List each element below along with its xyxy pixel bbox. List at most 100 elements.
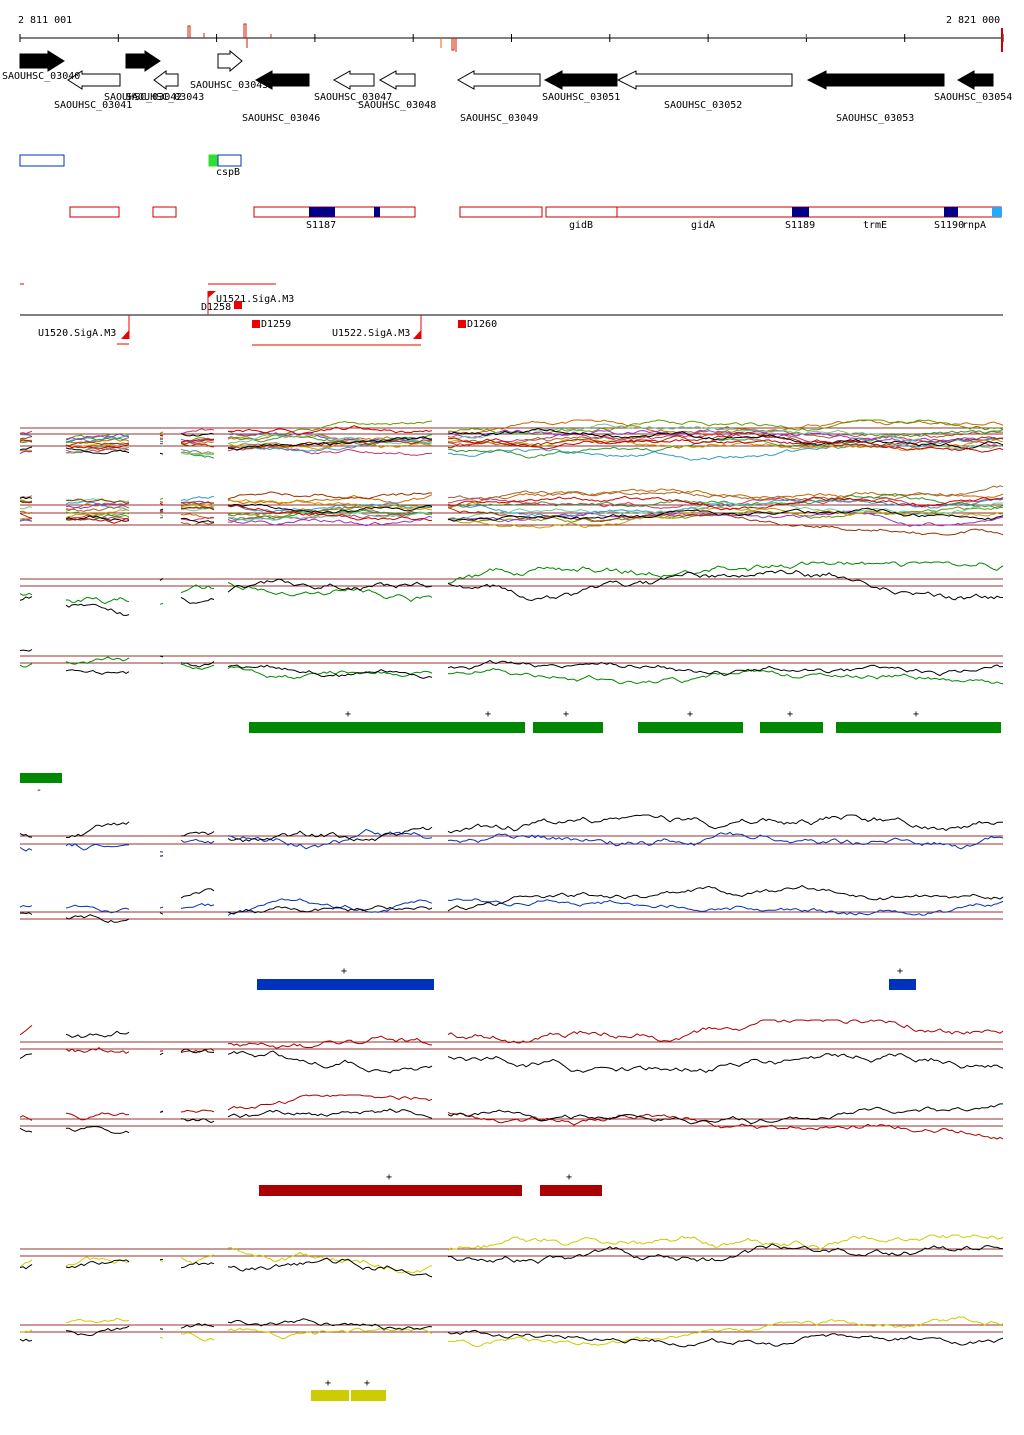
gene-label: SAOUHSC_03047 [314,92,392,103]
segment-bar[interactable] [836,722,1001,733]
gene-label: SAOUHSC_03041 [54,100,132,111]
profile-line [19,561,1004,605]
gene-arrow[interactable] [806,70,945,90]
segment-bar[interactable] [249,722,525,733]
profile-line [19,1030,1004,1074]
segment-bar[interactable] [311,1390,349,1401]
axis-start-label: 2 811 001 [18,15,72,26]
profile-line [19,497,1004,522]
profile-line [19,898,1004,916]
ncrna-box[interactable] [19,154,65,167]
segment-strand: + [325,1378,331,1389]
transcript-box[interactable] [459,206,543,218]
gene-arrow[interactable] [616,70,793,90]
gene-label: SAOUHSC_03054 [934,92,1012,103]
gene-arrow[interactable] [332,70,375,90]
segment-strand: + [386,1172,392,1183]
gene-arrow[interactable] [956,70,994,90]
gene-arrow[interactable] [67,70,121,90]
profile-line [19,814,1004,857]
blue-segments: + + [257,966,916,990]
gene-arrow[interactable] [153,70,179,90]
ncrna-track: cspB [19,154,242,178]
profile-line [19,828,1004,853]
gene-label: SAOUHSC_03048 [358,100,436,111]
promoter-marker[interactable] [121,330,129,339]
profile-line [19,499,1004,529]
transcript-box[interactable] [152,206,177,218]
gene-arrow[interactable] [254,70,310,90]
segment-strand: + [913,709,919,720]
profile-line [19,1094,1004,1140]
ncrna-box[interactable] [217,154,242,167]
gene-arrow[interactable] [543,70,618,90]
gene-arrow[interactable] [125,50,161,72]
segment-strand: + [341,966,347,977]
profile-line [19,425,1004,453]
yellow-segments: + + [311,1378,386,1401]
segment-strand: + [485,709,491,720]
segment-strand: + [897,966,903,977]
profile-line [19,1234,1004,1274]
profile-track [19,885,1004,923]
profile-line [19,429,1004,459]
gene-arrow[interactable] [217,49,243,73]
promoter-marker[interactable] [252,320,260,328]
gene-label: SAOUHSC_03049 [460,113,538,124]
profile-track [19,814,1004,857]
profile-line [19,1316,1004,1348]
promoter-marker[interactable] [208,291,216,298]
segment-strand: + [364,1378,370,1389]
axis-end-label: 2 821 000 [946,15,1000,26]
segment-bar[interactable] [20,773,62,783]
segment-bar[interactable] [533,722,603,733]
gene-arrow[interactable] [19,50,65,72]
promoter-label: U1522.SigA.M3 [332,328,410,339]
segment-bar[interactable] [889,979,916,990]
gene-label: SAOUHSC_03040 [2,71,80,82]
gene-arrow[interactable] [456,70,541,90]
profile-line [19,496,1004,524]
segment-bar[interactable] [351,1390,386,1401]
transcript-box[interactable] [69,206,120,218]
profile-line [19,428,1004,455]
gene-label: SAOUHSC_03042 [104,92,182,103]
segment-bar[interactable] [259,1185,522,1196]
promoter-marker[interactable] [458,320,466,328]
gene-arrow[interactable] [378,70,416,90]
profile-track [19,1019,1004,1074]
profile-track [19,649,1004,685]
ncrna-label: cspB [216,167,240,178]
profile-line [19,500,1004,527]
profile-track [19,1316,1004,1348]
gene-label: SAOUHSC_03051 [542,92,620,103]
gene-track: SAOUHSC_03040 SAOUHSC_03041 SAOUHSC_0304… [2,49,1012,124]
profile-line [19,431,1004,450]
promoter-track: U1521.SigA.M3 D1258 U1520.SigA.M3 D1259 … [20,283,1003,346]
profile-track [19,1094,1004,1140]
ncrna-box[interactable] [208,154,219,167]
segment-strand: + [563,709,569,720]
transcript-label: S1190 [934,220,964,231]
segment-bar[interactable] [257,979,434,990]
segment-bar[interactable] [540,1185,602,1196]
promoter-label: D1259 [261,319,291,330]
transcript-segment [792,207,809,217]
segment-bar[interactable] [760,722,823,733]
promoter-label: D1258 [201,302,231,313]
segment-bar[interactable] [638,722,743,733]
promoter-marker[interactable] [413,330,421,339]
transcript-segment [309,207,335,217]
segment-strand: + [787,709,793,720]
axis-feature-marks [187,23,1003,52]
profile-line [19,1019,1004,1054]
profile-line [19,1243,1004,1278]
promoter-marker[interactable] [234,301,242,309]
transcript-label: gidB [569,220,593,231]
transcript-box[interactable] [545,206,1002,218]
profile-line [19,495,1004,524]
red-segments: + + [259,1172,602,1196]
transcript-label: gidA [691,220,715,231]
transcript-label: S1187 [306,220,336,231]
